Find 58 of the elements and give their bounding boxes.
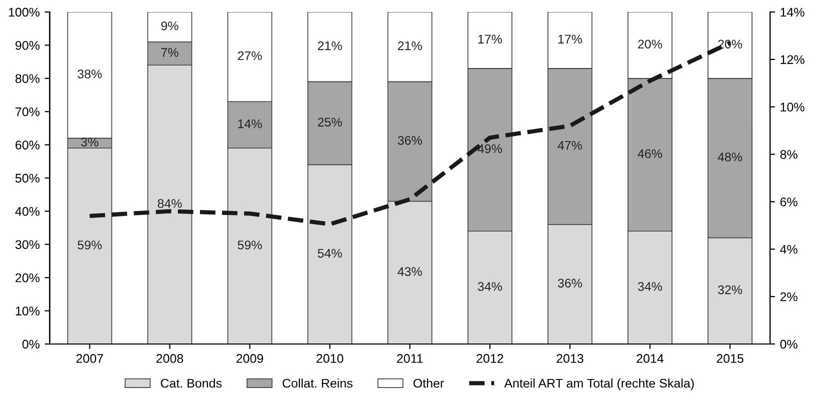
data-label: 32% xyxy=(718,285,742,294)
y-tick-label: 50% xyxy=(15,174,40,183)
y-tick-label: 80% xyxy=(15,74,40,84)
y-tick-label: 30% xyxy=(15,240,40,250)
y-tick-label: 0% xyxy=(22,340,40,349)
data-label: 49% xyxy=(478,144,502,154)
y2-tick-label: 0% xyxy=(780,340,798,349)
data-label: 38% xyxy=(78,70,102,78)
data-label: 34% xyxy=(638,282,662,291)
y-tick-label: 10% xyxy=(16,306,40,316)
y2-tick-label: 14% xyxy=(780,8,804,17)
x-tick-label: 2009 xyxy=(236,354,264,363)
y-tick-label: 70% xyxy=(16,107,40,116)
data-label: 17% xyxy=(478,34,502,44)
x-tick-label: 2011 xyxy=(397,354,423,363)
legend-label: Cat. Bonds xyxy=(160,378,222,388)
x-tick-label: 2008 xyxy=(156,354,184,363)
data-label: 21% xyxy=(318,41,342,50)
y2-tick-label: 6% xyxy=(780,198,798,206)
data-label: 14% xyxy=(238,119,262,128)
data-label: 59% xyxy=(238,240,262,250)
y2-tick-label: 2% xyxy=(780,292,798,302)
x-tick-label: 2015 xyxy=(716,354,744,363)
y2-tick-label: 10% xyxy=(780,102,804,112)
x-tick-label: 2007 xyxy=(76,354,103,363)
y-tick-label: 90% xyxy=(16,41,40,50)
data-label: 34% xyxy=(478,282,502,291)
data-label: 27% xyxy=(238,51,262,60)
data-label: 21% xyxy=(398,41,422,50)
y-tick-label: 60% xyxy=(16,140,40,150)
y2-tick-label: 4% xyxy=(780,245,798,254)
data-label: 7% xyxy=(161,48,178,57)
data-label: 17% xyxy=(558,34,582,44)
data-label: 46% xyxy=(638,149,662,158)
data-label: 59% xyxy=(78,240,102,250)
y2-tick-label: 8% xyxy=(780,150,798,159)
data-label: 48% xyxy=(718,152,742,162)
y-tick-label: 20% xyxy=(16,273,40,282)
x-tick-label: 2010 xyxy=(316,354,344,363)
data-label: 43% xyxy=(398,267,422,276)
x-tick-label: 2013 xyxy=(556,354,584,363)
data-label: 47% xyxy=(558,141,582,150)
data-label: 20% xyxy=(638,40,662,49)
data-label: 25% xyxy=(318,118,342,127)
legend-label: Collat. Reins xyxy=(282,378,352,388)
legend-label: Anteil ART am Total (rechte Skala) xyxy=(504,378,694,390)
x-tick-label: 2012 xyxy=(476,354,504,363)
data-label: 3% xyxy=(81,138,98,146)
y-tick-label: 40% xyxy=(15,207,40,216)
x-tick-label: 2014 xyxy=(636,354,664,363)
data-label: 54% xyxy=(318,248,342,258)
data-label: 36% xyxy=(558,278,582,288)
data-label: 36% xyxy=(398,136,422,145)
data-label: 84% xyxy=(158,199,182,208)
y2-tick-label: 12% xyxy=(780,55,804,64)
y-tick-label: 100% xyxy=(8,8,40,17)
legend-label: Other xyxy=(413,378,444,388)
data-label: 9% xyxy=(161,21,178,30)
